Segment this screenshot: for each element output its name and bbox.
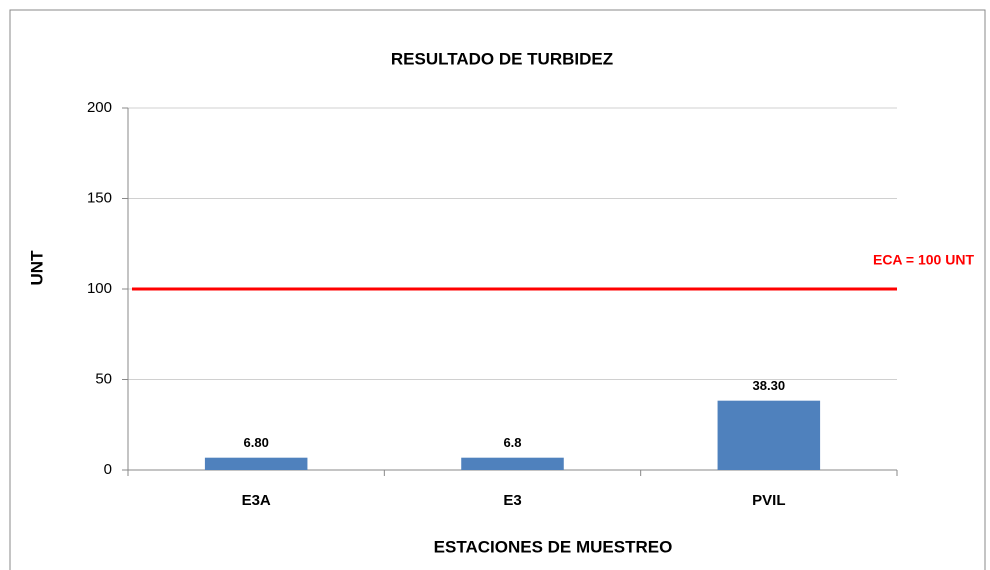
data-label: 38.30 xyxy=(753,378,786,393)
data-label: 6.80 xyxy=(244,435,269,450)
y-tick-label: 200 xyxy=(87,99,112,116)
y-tick-label: 150 xyxy=(87,189,112,206)
x-axis-label: ESTACIONES DE MUESTREO xyxy=(434,537,673,556)
y-tick-label: 50 xyxy=(95,370,112,387)
bar xyxy=(461,457,564,470)
bar xyxy=(204,457,308,470)
chart-title: RESULTADO DE TURBIDEZ xyxy=(391,49,613,68)
x-tick-label: E3A xyxy=(242,492,271,509)
y-tick-label: 100 xyxy=(87,280,112,297)
x-tick-label: E3 xyxy=(503,492,521,509)
bar xyxy=(717,400,821,470)
data-label: 6.8 xyxy=(503,435,521,450)
chart-frame xyxy=(9,9,986,570)
reference-label: ECA = 100 UNT xyxy=(873,252,974,268)
y-axis-label: UNT xyxy=(27,250,46,286)
x-tick-label: PVIL xyxy=(752,492,785,509)
y-tick-label: 0 xyxy=(104,461,112,478)
